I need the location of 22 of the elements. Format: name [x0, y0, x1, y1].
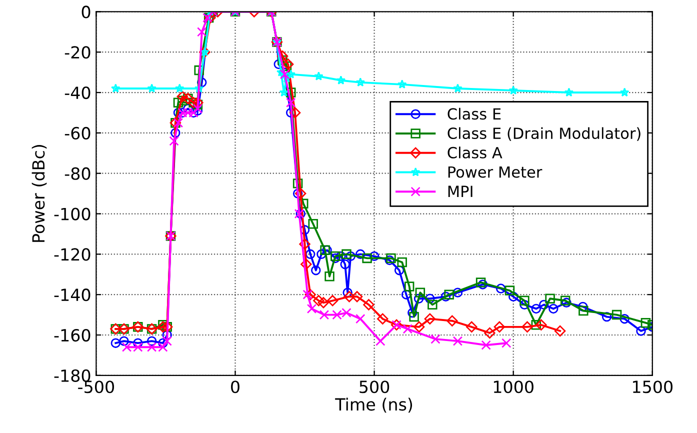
x-tick-label: 0: [231, 380, 240, 394]
legend-label: MPI: [448, 186, 472, 197]
x-tick-label: 500: [360, 380, 390, 394]
y-tick-label: -80: [64, 167, 90, 180]
x-axis-title: Time (ns): [335, 398, 412, 413]
legend-label: Class E: [448, 108, 501, 120]
y-axis-title: Power (dBc): [32, 145, 47, 242]
y-tick-label: -60: [64, 126, 90, 140]
y-tick-label: -120: [54, 248, 90, 261]
y-tick-label: -100: [54, 208, 90, 220]
legend-label: Class E (Drain Modulator): [448, 127, 640, 141]
x-tick-label: 1500: [633, 380, 672, 394]
legend-label: Class A: [448, 146, 502, 158]
x-tick-label: -500: [78, 380, 114, 394]
y-tick-label: -180: [54, 369, 90, 382]
y-tick-label: 0: [82, 6, 90, 18]
legend-label: Power Meter: [448, 166, 542, 178]
y-tick-label: -40: [64, 86, 90, 100]
y-tick-label: -140: [54, 288, 90, 302]
x-tick-label: 1000: [494, 380, 534, 394]
y-tick-label: -160: [54, 328, 90, 342]
y-tick-label: -20: [64, 46, 90, 59]
